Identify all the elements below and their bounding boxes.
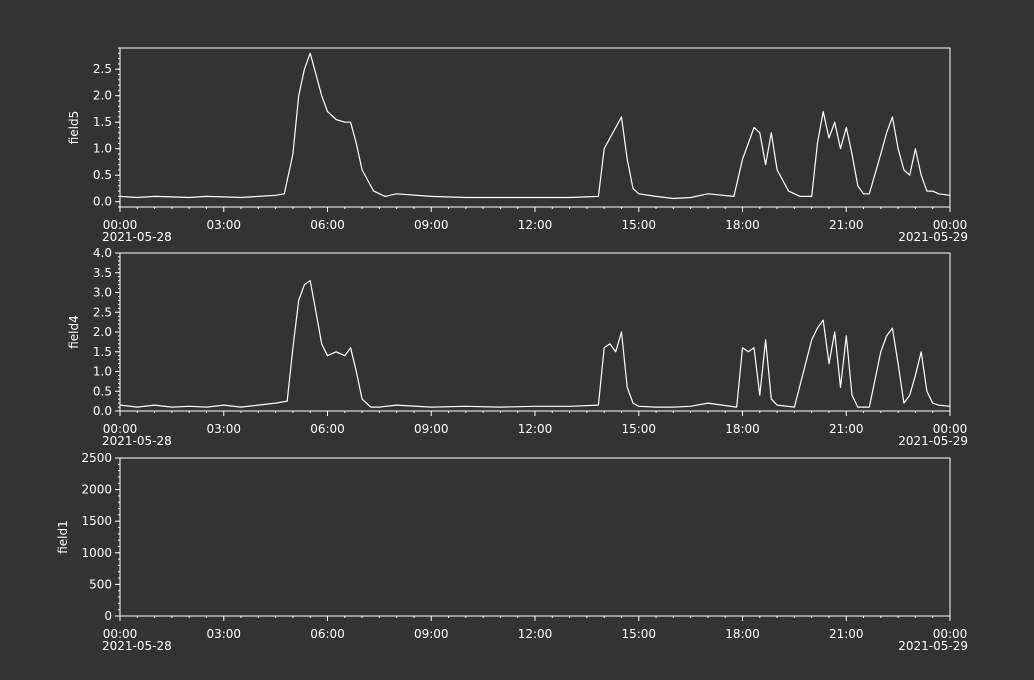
x-tick-label: 03:00 bbox=[206, 627, 241, 641]
y-tick-label: 2000 bbox=[81, 483, 112, 497]
y-tick-label: 1.5 bbox=[93, 345, 112, 359]
x-tick-label: 00:00 bbox=[933, 422, 968, 436]
x-tick-label: 18:00 bbox=[725, 627, 760, 641]
x-date-label-end: 2021-05-29 bbox=[898, 230, 968, 244]
y-tick-label: 2.0 bbox=[93, 325, 112, 339]
series-line bbox=[119, 52, 951, 200]
x-tick-label: 09:00 bbox=[414, 218, 449, 232]
x-tick-label: 21:00 bbox=[829, 627, 864, 641]
x-tick-label: 18:00 bbox=[725, 422, 760, 436]
y-axis-label: field5 bbox=[67, 111, 81, 145]
x-tick-label: 15:00 bbox=[621, 218, 656, 232]
y-tick-label: 0.5 bbox=[93, 384, 112, 398]
x-tick-label: 03:00 bbox=[206, 218, 241, 232]
y-tick-label: 1000 bbox=[81, 546, 112, 560]
y-tick-label: 0.0 bbox=[93, 404, 112, 418]
x-tick-label: 03:00 bbox=[206, 422, 241, 436]
x-tick-label: 21:00 bbox=[829, 218, 864, 232]
x-tick-label: 15:00 bbox=[621, 422, 656, 436]
x-tick-label: 00:00 bbox=[103, 218, 138, 232]
x-tick-label: 06:00 bbox=[310, 627, 345, 641]
y-tick-label: 0.5 bbox=[93, 168, 112, 182]
x-date-label-start: 2021-05-28 bbox=[102, 434, 172, 448]
x-tick-label: 00:00 bbox=[933, 218, 968, 232]
x-tick-label: 09:00 bbox=[414, 627, 449, 641]
x-tick-label: 09:00 bbox=[414, 422, 449, 436]
x-tick-label: 06:00 bbox=[310, 218, 345, 232]
y-tick-label: 2.5 bbox=[93, 305, 112, 319]
y-tick-label: 3.0 bbox=[93, 286, 112, 300]
plot-frame bbox=[119, 47, 951, 208]
y-axis-label: field4 bbox=[67, 315, 81, 349]
series-line bbox=[119, 280, 951, 408]
x-tick-label: 12:00 bbox=[518, 218, 553, 232]
y-tick-label: 3.5 bbox=[93, 266, 112, 280]
y-axis-label: field1 bbox=[56, 520, 70, 554]
x-tick-label: 00:00 bbox=[933, 627, 968, 641]
y-tick-label: 4.0 bbox=[93, 246, 112, 260]
x-date-label-start: 2021-05-28 bbox=[102, 230, 172, 244]
x-tick-label: 06:00 bbox=[310, 422, 345, 436]
y-tick-label: 500 bbox=[89, 577, 112, 591]
y-tick-label: 0.0 bbox=[93, 195, 112, 209]
x-tick-label: 21:00 bbox=[829, 422, 864, 436]
x-tick-label: 18:00 bbox=[725, 218, 760, 232]
plot-frame bbox=[119, 252, 951, 412]
y-tick-label: 1.5 bbox=[93, 115, 112, 129]
y-tick-label: 1500 bbox=[81, 514, 112, 528]
y-tick-label: 2.5 bbox=[93, 62, 112, 76]
x-date-label-end: 2021-05-29 bbox=[898, 639, 968, 653]
y-tick-label: 2500 bbox=[81, 451, 112, 465]
y-tick-label: 2.0 bbox=[93, 89, 112, 103]
x-tick-label: 12:00 bbox=[518, 422, 553, 436]
x-tick-label: 12:00 bbox=[518, 627, 553, 641]
x-date-label-start: 2021-05-28 bbox=[102, 639, 172, 653]
x-tick-label: 00:00 bbox=[103, 422, 138, 436]
y-tick-label: 0 bbox=[104, 609, 112, 623]
x-tick-label: 15:00 bbox=[621, 627, 656, 641]
x-tick-label: 00:00 bbox=[103, 627, 138, 641]
y-tick-label: 1.0 bbox=[93, 365, 112, 379]
plot-frame bbox=[119, 457, 951, 617]
y-tick-label: 1.0 bbox=[93, 142, 112, 156]
x-date-label-end: 2021-05-29 bbox=[898, 434, 968, 448]
